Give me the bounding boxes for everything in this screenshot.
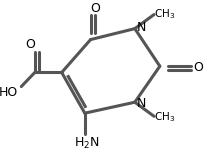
Text: O: O: [193, 61, 203, 74]
Text: CH$_3$: CH$_3$: [154, 110, 175, 124]
Text: HO: HO: [0, 86, 18, 99]
Text: O: O: [90, 2, 100, 15]
Text: H$_2$N: H$_2$N: [74, 136, 99, 151]
Text: O: O: [25, 38, 35, 51]
Text: N: N: [137, 21, 146, 34]
Text: CH$_3$: CH$_3$: [154, 7, 175, 21]
Text: N: N: [137, 97, 146, 110]
